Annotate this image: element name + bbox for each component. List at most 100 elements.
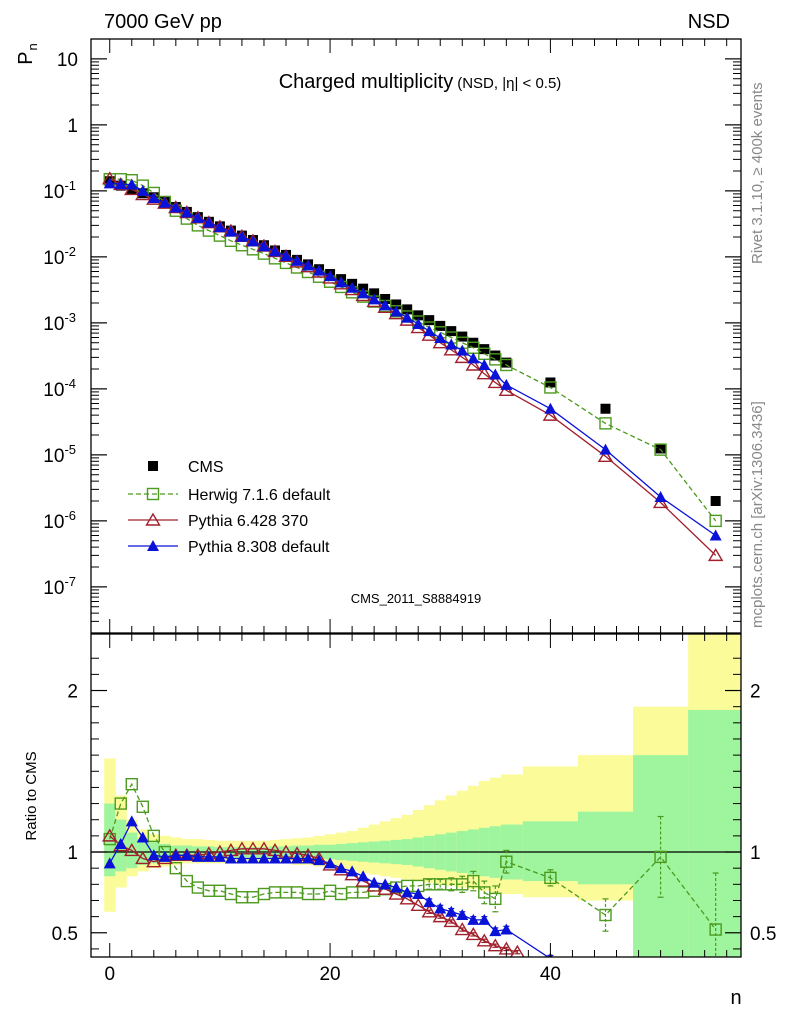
pythia8-point — [335, 862, 348, 874]
cms-point — [710, 496, 721, 506]
main-y-label: Pn — [15, 43, 40, 65]
uncertainty-band-inner — [688, 709, 741, 957]
cms-point — [655, 443, 666, 454]
pythia8-point — [456, 909, 469, 921]
pythia8-point — [125, 815, 138, 827]
pythia6-point — [465, 357, 482, 371]
legend: CMS Herwig 7.1.6 default Pythia 6.428 370 P… — [128, 459, 331, 556]
pythia6-point — [465, 927, 482, 941]
herwig-point — [125, 777, 138, 791]
pythia8-point — [456, 344, 469, 356]
pythia6-point — [399, 891, 415, 905]
pythia8-point — [346, 865, 359, 877]
pythia6-point — [432, 909, 448, 923]
pythia8-point — [235, 230, 248, 242]
pythia8-point — [202, 216, 215, 228]
pythia6-point — [542, 407, 559, 421]
pythia6-point — [388, 886, 404, 900]
pythia8-point — [324, 270, 337, 282]
legend-label-herwig-7-1-6-default: Herwig 7.1.6 default — [188, 487, 331, 504]
herwig-point — [323, 884, 337, 897]
chart-title: Charged multiplicity (NSD, |η| < 0.5) — [279, 71, 562, 93]
herwig-point — [654, 850, 667, 864]
ratio-y-tick-label-right: 0.5 — [750, 924, 776, 945]
side-label-rivet: Rivet 3.1.10, ≥ 400k events — [749, 82, 766, 264]
pythia8-point — [280, 852, 292, 864]
pythia8-point — [478, 358, 491, 370]
pythia8-point — [213, 221, 226, 233]
pythia8-point — [346, 281, 359, 293]
main-y-axis: 10 1 10-1 10-2 10-3 10-4 10-5 10-6 10-7 — [43, 38, 741, 634]
pythia8-point — [467, 352, 480, 364]
main-plot-area — [102, 171, 724, 562]
pythia6-point — [476, 933, 493, 947]
pythia8-point — [445, 905, 458, 917]
main-y-tick-label: 10-2 — [43, 244, 76, 269]
pythia8-point — [268, 245, 281, 257]
pythia8-point — [280, 250, 292, 262]
herwig-point — [599, 908, 612, 922]
main-y-tick-label: 10-3 — [43, 310, 76, 335]
legend-label-pythia-8-308-default: Pythia 8.308 default — [188, 539, 330, 556]
cms-point — [501, 357, 512, 368]
side-label-mcplots: mcplots.cern.ch [arXiv:1306.3436] — [749, 401, 766, 628]
pythia8-point — [202, 850, 215, 862]
pythia8-point — [246, 852, 259, 864]
pythia8-point — [478, 913, 491, 925]
main-y-tick-label: 10-4 — [43, 376, 76, 401]
pythia8-point — [434, 331, 447, 343]
ratio-panel-frame — [90, 633, 742, 958]
cms-point — [380, 293, 391, 304]
herwig-point — [709, 923, 722, 936]
pythia8-point — [268, 852, 281, 864]
pythia8-point — [114, 178, 127, 190]
pythia6-point — [487, 375, 504, 389]
ratio-y-tick-label: 0.5 — [52, 924, 78, 945]
pythia8-point — [368, 293, 381, 305]
pythia8-point — [489, 368, 502, 380]
cms-point — [402, 304, 413, 315]
pythia8-point — [500, 923, 513, 935]
pythia6-point — [157, 195, 173, 209]
ratio-axes: 0.5 0.51 12 20 20 40 — [52, 634, 776, 985]
cms-point — [435, 320, 446, 331]
pythia8-point — [324, 857, 337, 869]
herwig-point — [654, 443, 667, 456]
pythia8-point — [434, 902, 447, 914]
pythia8-point — [412, 888, 425, 900]
pythia8-point — [489, 925, 502, 937]
pythia8-point — [103, 857, 116, 869]
pythia8-point — [180, 849, 193, 861]
main-y-tick-label: 1 — [67, 116, 78, 137]
pythia6-point — [510, 944, 525, 957]
pythia8-point — [125, 178, 138, 190]
pythia8-point — [401, 886, 414, 898]
pythia6-point — [124, 843, 140, 857]
pythia8-point — [246, 235, 259, 247]
pythia8-point — [235, 852, 248, 864]
pythia8-point — [500, 378, 513, 390]
pythia8-point — [599, 443, 612, 455]
uncertainty-band-inner — [104, 803, 116, 877]
herwig-point — [544, 381, 557, 394]
pythia6-point — [487, 938, 504, 952]
pythia6-point — [102, 828, 118, 842]
main-panel: 10 1 10-1 10-2 10-3 10-4 10-5 10-6 10-7 Pn Charg… — [15, 38, 742, 634]
pythia8-point — [257, 240, 270, 252]
pythia8-point — [169, 849, 182, 861]
pythia8-point — [379, 299, 392, 311]
pythia8-point — [291, 852, 304, 864]
ratio-y-tick-label-right: 1 — [750, 843, 761, 864]
pythia-8-308-default-line — [109, 182, 717, 537]
cms-point — [446, 326, 457, 337]
legend-label-cms: CMS — [188, 459, 224, 476]
main-y-tick-label: 10-7 — [43, 574, 76, 599]
pythia6-point — [135, 851, 151, 865]
cms-point — [424, 315, 435, 326]
x-tick-label: 40 — [540, 964, 561, 985]
ratio-plot-area — [91, 634, 741, 957]
pythia8-point — [224, 225, 237, 237]
pythia8-point — [147, 849, 160, 861]
cms-point — [148, 461, 158, 471]
